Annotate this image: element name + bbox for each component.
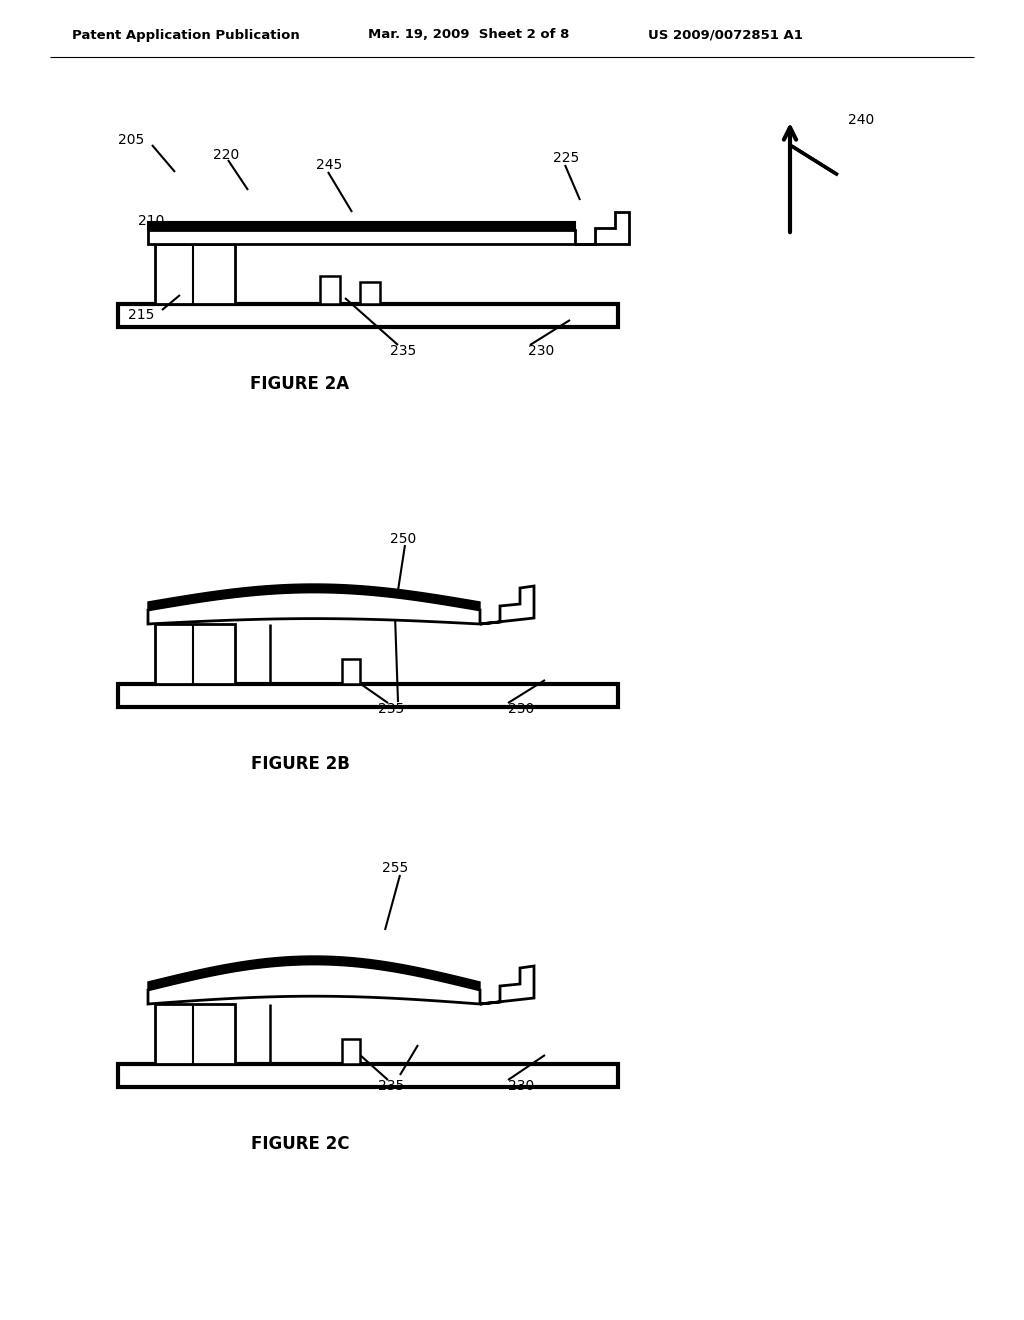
Text: FIGURE 2C: FIGURE 2C — [251, 1135, 349, 1152]
Polygon shape — [148, 956, 480, 990]
Text: 235: 235 — [378, 702, 404, 715]
Polygon shape — [360, 282, 380, 304]
Text: Patent Application Publication: Patent Application Publication — [72, 29, 300, 41]
Polygon shape — [148, 230, 575, 244]
Text: 230: 230 — [528, 345, 554, 358]
Text: FIGURE 2A: FIGURE 2A — [251, 375, 349, 393]
Text: 205: 205 — [118, 133, 144, 147]
Text: 220: 220 — [213, 148, 240, 162]
Text: 230: 230 — [508, 702, 535, 715]
Polygon shape — [155, 244, 234, 304]
Polygon shape — [319, 276, 340, 304]
Polygon shape — [480, 586, 534, 624]
Polygon shape — [118, 1064, 618, 1086]
Polygon shape — [155, 624, 234, 684]
Polygon shape — [148, 222, 575, 230]
Polygon shape — [118, 304, 618, 327]
Polygon shape — [575, 213, 629, 244]
Text: 225: 225 — [553, 150, 580, 165]
Text: FIGURE 2B: FIGURE 2B — [251, 755, 349, 774]
Polygon shape — [148, 583, 480, 610]
Text: US 2009/0072851 A1: US 2009/0072851 A1 — [648, 29, 803, 41]
Text: 230: 230 — [508, 1078, 535, 1093]
Polygon shape — [118, 684, 618, 708]
Text: 250: 250 — [390, 532, 416, 546]
Polygon shape — [148, 591, 480, 624]
Polygon shape — [342, 659, 360, 684]
Text: 215: 215 — [128, 308, 155, 322]
Text: 245: 245 — [316, 158, 342, 172]
Text: 255: 255 — [382, 861, 409, 875]
Polygon shape — [342, 1039, 360, 1064]
Text: 210: 210 — [138, 214, 165, 228]
Polygon shape — [155, 1005, 234, 1064]
Text: Mar. 19, 2009  Sheet 2 of 8: Mar. 19, 2009 Sheet 2 of 8 — [368, 29, 569, 41]
Polygon shape — [148, 964, 480, 1005]
Polygon shape — [480, 966, 534, 1005]
Text: 235: 235 — [390, 345, 416, 358]
Text: 240: 240 — [848, 114, 874, 127]
Text: 235: 235 — [378, 1078, 404, 1093]
